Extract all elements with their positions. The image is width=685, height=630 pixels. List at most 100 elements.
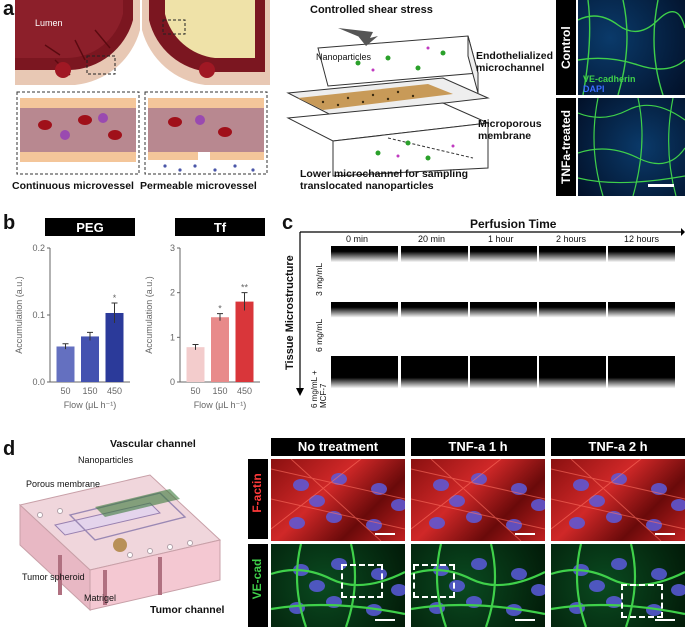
y-tick-label-0-0: 0.0 xyxy=(32,377,45,387)
porous-membrane-label-d: Porous membrane xyxy=(26,479,101,489)
dapi-legend: DAPI xyxy=(583,84,605,94)
perfusion-image-r2-c1 xyxy=(401,356,468,410)
x-tick-label-1-0: 50 xyxy=(190,386,200,396)
perfusion-image-r2-c2 xyxy=(470,356,537,410)
y-axis-label-0: Accumulation (a.u.) xyxy=(14,276,24,354)
tumor-spheroid-label: Tumor spheroid xyxy=(22,572,85,582)
bar-1-1 xyxy=(211,317,229,382)
vessel-illustration xyxy=(15,0,270,175)
panel-label-c: c xyxy=(282,212,294,234)
sig-mark-1-1: * xyxy=(218,304,222,314)
sig-mark-1-2: ** xyxy=(241,283,249,293)
confocal-image-r0-c1 xyxy=(411,459,545,541)
tumor-chip-schematic xyxy=(18,474,222,612)
vecad-row-label-box xyxy=(248,544,268,627)
confocal-image-r1-c1 xyxy=(411,544,545,627)
error-bar-1-0 xyxy=(192,343,199,350)
perfusion-image-r2-c0 xyxy=(331,356,398,410)
error-bar-1-1 xyxy=(217,313,223,321)
continuous-microvessel-caption: Continuous microvessel xyxy=(12,180,134,192)
y-tick-label-1-0: 0 xyxy=(170,377,175,387)
x-axis-label-0: Flow (μL h⁻¹) xyxy=(64,400,117,410)
time-12hours: 12 hours xyxy=(624,234,660,244)
y-tick-label-1-1: 1 xyxy=(170,332,175,342)
perfusion-image-r1-c0 xyxy=(331,302,398,354)
endothelialized-label: Endothelialized microchannel xyxy=(476,50,554,74)
factin-row-label: F-actin xyxy=(250,473,264,513)
y-tick-label-1-2: 2 xyxy=(170,288,175,298)
perfusion-image-r1-c2 xyxy=(470,302,537,354)
scale-bar xyxy=(648,184,674,187)
error-bar-1-2 xyxy=(241,292,248,311)
time-2hours: 2 hours xyxy=(556,234,587,244)
porous-membrane-label-a: Microporous membrane xyxy=(478,118,542,142)
perfusion-time-title: Perfusion Time xyxy=(470,217,557,231)
bar-0-1 xyxy=(81,336,99,382)
error-bar-0-2 xyxy=(111,302,118,324)
control-micrograph xyxy=(578,0,685,95)
x-tick-label-0-2: 450 xyxy=(107,386,122,396)
header-tnfa-2h: TNF-a 2 h xyxy=(551,438,685,456)
shear-stress-label: Controlled shear stress xyxy=(310,4,433,16)
y-tick-label-1-3: 3 xyxy=(170,243,175,253)
vascular-channel-label: Vascular channel xyxy=(110,438,196,450)
chart-title-1: Tf xyxy=(214,220,227,235)
control-row-label: Control xyxy=(556,0,576,95)
chart-title-box-0 xyxy=(45,218,135,236)
confocal-image-r1-c0 xyxy=(271,544,405,627)
bar-1-2 xyxy=(235,301,254,382)
microchannel-device-schematic xyxy=(286,28,490,177)
error-bar-0-1 xyxy=(87,331,93,341)
vecadherin-legend: VE-cadherin xyxy=(583,74,636,84)
tnfa-micrograph xyxy=(578,98,685,196)
perfusion-image-r0-c4 xyxy=(608,246,675,300)
perfusion-image-r0-c1 xyxy=(401,246,468,300)
confocal-image-r0-c2 xyxy=(551,459,685,541)
time-20min: 20 min xyxy=(418,234,446,244)
x-tick-label-0-1: 150 xyxy=(82,386,97,396)
time-1hour: 1 hour xyxy=(488,234,514,244)
y-tick-label-0-2: 0.2 xyxy=(32,243,45,253)
matrigel-label: Matrigel xyxy=(84,593,117,603)
perfusion-image-r0-c3 xyxy=(539,246,606,300)
lower-channel-label: Lower microchannel for sampling transloc… xyxy=(300,168,469,192)
perfusion-image-r2-c4 xyxy=(608,356,675,410)
row-6mgml-mcf7: 6 mg/mL + MCF-7 xyxy=(310,370,328,408)
error-bar-0-0 xyxy=(62,343,69,350)
chart-title-0: PEG xyxy=(76,220,103,235)
panel-label-d: d xyxy=(3,438,16,460)
bar-0-2 xyxy=(105,312,124,382)
confocal-image-r1-c2 xyxy=(551,544,685,627)
nanoparticles-label-a: Nanoparticles xyxy=(316,52,372,62)
perfusion-image-r1-c3 xyxy=(539,302,606,354)
row-6mgml: 6 mg/mL xyxy=(314,318,324,352)
y-tick-label-0-1: 0.1 xyxy=(32,310,45,320)
perfusion-image-r0-c2 xyxy=(470,246,537,300)
panel-label-b: b xyxy=(3,212,16,234)
header-tnfa-1h: TNF-a 1 h xyxy=(411,438,545,456)
permeable-microvessel-caption: Permeable microvessel xyxy=(140,180,257,192)
nanoparticles-label-d: Nanoparticles xyxy=(78,455,134,465)
perfusion-image-r1-c4 xyxy=(608,302,675,354)
confocal-image-r0-c0 xyxy=(271,459,405,541)
vecad-row-label: VE-cad xyxy=(250,558,264,600)
row-3mgml: 3 mg/mL xyxy=(314,262,324,296)
perfusion-image-r1-c1 xyxy=(401,302,468,354)
tumor-channel-label: Tumor channel xyxy=(150,604,225,616)
x-tick-label-1-1: 150 xyxy=(212,386,227,396)
bar-1-0 xyxy=(186,347,205,382)
perfusion-image-r0-c0 xyxy=(331,246,398,300)
panel-label-a: a xyxy=(3,0,15,20)
lumen-label: Lumen xyxy=(35,18,63,28)
sig-mark-0-2: * xyxy=(113,293,117,303)
factin-row-label-box xyxy=(248,459,268,539)
header-no-treatment: No treatment xyxy=(271,438,405,456)
time-0min: 0 min xyxy=(346,234,369,244)
perfusion-image-r2-c3 xyxy=(539,356,606,410)
x-tick-label-0-0: 50 xyxy=(60,386,70,396)
perfusion-axes xyxy=(296,228,685,396)
x-tick-label-1-2: 450 xyxy=(237,386,252,396)
tissue-microstructure-axis-label: Tissue Microstructure xyxy=(284,255,296,370)
chart-title-box-1 xyxy=(175,218,265,236)
